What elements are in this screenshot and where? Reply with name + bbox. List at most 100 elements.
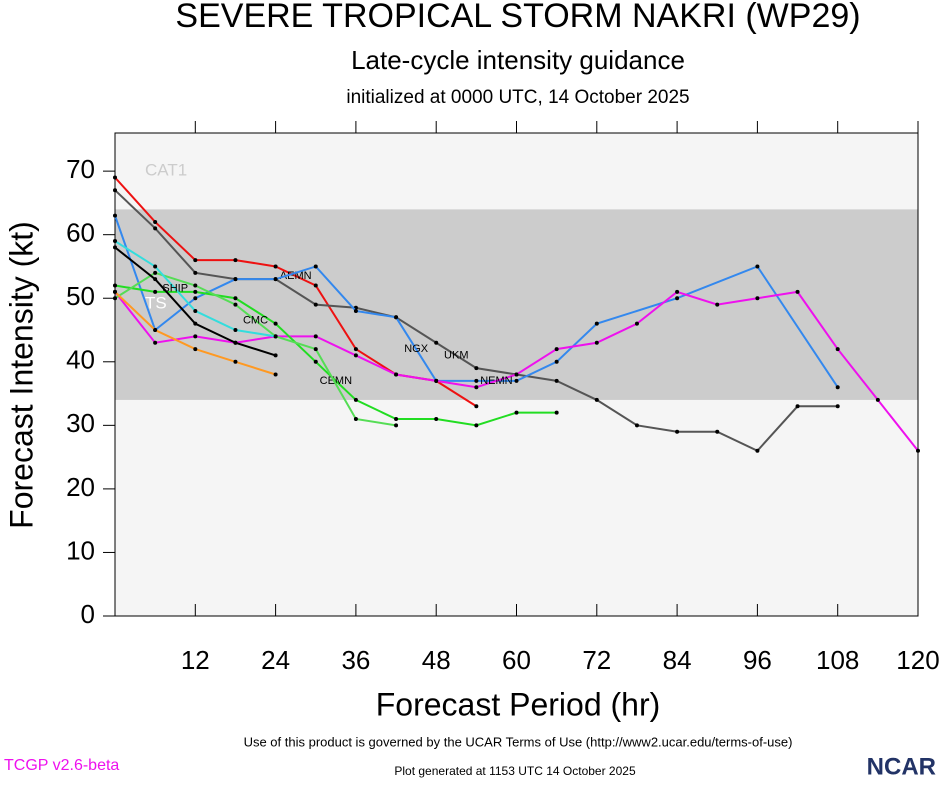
y-tick-label: 30 [66,408,95,438]
data-point [514,410,519,415]
data-point [313,302,318,307]
chart-subtitle: Late-cycle intensity guidance [351,45,685,75]
series-label: SHIP [162,283,188,295]
data-point [313,359,318,364]
data-point [193,270,198,275]
data-point [193,258,198,263]
data-point [474,366,479,371]
x-tick-label: 12 [181,645,210,675]
data-point [715,302,720,307]
data-point [875,397,880,402]
data-point [233,302,238,307]
x-tick-label: 24 [261,645,290,675]
data-point [273,353,278,358]
data-point [113,289,117,294]
data-point [113,283,117,288]
data-point [153,226,158,231]
data-point [233,359,238,364]
y-tick-label: 10 [66,535,95,565]
band-label: CAT1 [145,160,187,179]
x-tick-label: 60 [502,645,531,675]
data-point [394,372,399,377]
data-point [273,321,278,326]
chart-title: SEVERE TROPICAL STORM NAKRI (WP29) [175,0,860,35]
data-point [193,321,198,326]
data-point [474,385,479,390]
data-point [514,372,519,377]
data-point [835,404,840,409]
data-point [193,308,198,313]
data-point [554,359,559,364]
data-point [434,340,439,345]
x-tick-label: 84 [663,645,692,675]
data-point [474,378,479,383]
data-point [353,347,358,352]
y-axis-label: Forecast Intensity (kt) [3,221,39,529]
data-point [313,334,318,339]
data-point [193,283,198,288]
generated: Plot generated at 1153 UTC 14 October 20… [394,764,636,778]
data-point [233,258,238,263]
y-tick-label: 0 [81,599,95,629]
data-point [715,429,720,434]
data-point [153,340,158,345]
data-point [193,334,198,339]
series-label: NGX [404,343,429,355]
intensity-band [115,209,918,400]
data-point [554,347,559,352]
data-point [233,296,238,301]
data-point [434,378,439,383]
series-line [114,215,839,388]
y-tick-label: 40 [66,345,95,375]
data-point [675,289,680,294]
data-point [153,277,158,282]
data-point [594,321,599,326]
data-point [153,264,158,269]
data-point [474,404,479,409]
data-point [755,264,760,269]
data-point [153,219,158,224]
x-tick-label: 48 [422,645,451,675]
data-point [795,289,800,294]
data-point [594,397,599,402]
data-point [353,397,358,402]
data-point [153,328,158,333]
data-point [113,245,117,250]
y-tick-label: 60 [66,218,95,248]
data-point [554,378,559,383]
data-point [634,423,639,428]
series-label: CEMN [320,375,352,387]
data-point [153,289,158,294]
data-point [394,423,399,428]
data-point [193,289,198,294]
data-point [273,277,278,282]
data-point [514,378,519,383]
x-axis-label: Forecast Period (hr) [376,686,661,722]
data-point [835,385,840,390]
data-point [113,296,117,301]
data-point [273,372,278,377]
data-point [113,213,117,218]
x-tick-label: 120 [896,645,939,675]
series-line [114,284,557,427]
band-label: TS [145,294,167,313]
data-point [193,347,198,352]
chart-subtitle: initialized at 0000 UTC, 14 October 2025 [346,87,689,108]
data-point [835,347,840,352]
data-point [353,416,358,421]
y-tick-label: 50 [66,281,95,311]
data-point [313,283,318,288]
data-point [313,264,318,269]
y-tick-label: 70 [66,154,95,184]
data-point [755,296,760,301]
series-label: CMC [243,314,268,326]
data-point [313,347,318,352]
logo: NCAR [867,753,936,780]
data-point [353,353,358,358]
data-point [233,277,238,282]
series-label: NEMN [480,375,512,387]
data-point [755,448,760,453]
data-point [193,296,198,301]
intensity-band [115,133,918,210]
